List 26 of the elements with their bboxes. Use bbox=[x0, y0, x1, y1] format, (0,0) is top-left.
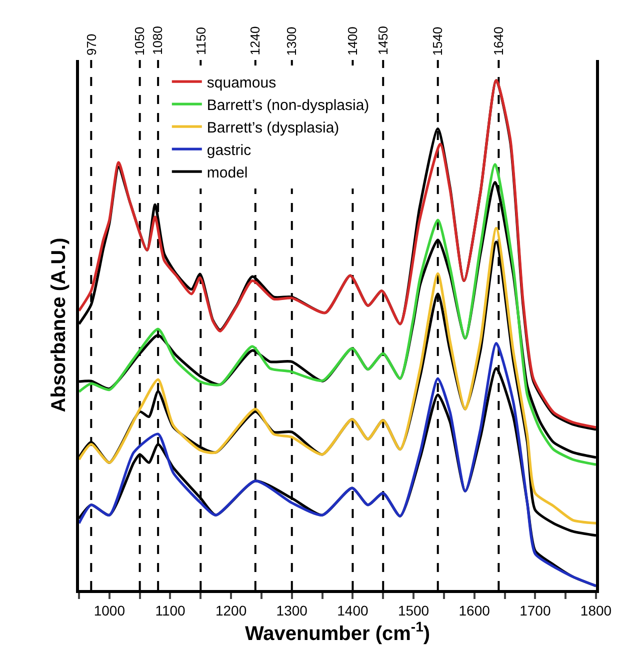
x-tick-label: 1600 bbox=[458, 602, 490, 619]
x-tick-label: 1500 bbox=[398, 602, 430, 619]
ref-line-label: 970 bbox=[84, 34, 99, 56]
x-tick-label: 1400 bbox=[337, 602, 368, 619]
y-axis-title: Absorbance (A.U.) bbox=[48, 238, 70, 412]
x-tick-label: 1300 bbox=[276, 602, 308, 619]
x-tick-label: 1800 bbox=[580, 602, 612, 619]
x-tick-label: 1100 bbox=[155, 602, 186, 619]
ref-line-label: 1240 bbox=[248, 26, 263, 56]
ref-line-label: 1050 bbox=[132, 26, 147, 56]
x-tick-label: 1700 bbox=[520, 602, 551, 619]
ref-line-label: 1080 bbox=[150, 26, 166, 55]
ref-line-label: 1300 bbox=[284, 26, 300, 56]
legend-label: model bbox=[206, 164, 248, 182]
ref-line-label: 1540 bbox=[430, 26, 446, 56]
x-tick-label: 1000 bbox=[94, 602, 126, 619]
x-axis-title: Wavenumber (cm$^{-1}$) bbox=[244, 618, 430, 645]
ref-line-label: 1150 bbox=[193, 27, 208, 55]
legend-label: squamous bbox=[206, 74, 276, 92]
legend-label: gastric bbox=[206, 142, 252, 159]
legend-label: Barrett’s (non-dysplasia) bbox=[206, 96, 370, 114]
ref-line-label: 1450 bbox=[375, 26, 390, 55]
ref-line-label: 1400 bbox=[344, 26, 360, 56]
legend-label: Barrett’s (dysplasia) bbox=[206, 119, 340, 136]
ref-line-label: 1640 bbox=[490, 26, 506, 56]
x-tick-label: 1200 bbox=[215, 602, 247, 619]
